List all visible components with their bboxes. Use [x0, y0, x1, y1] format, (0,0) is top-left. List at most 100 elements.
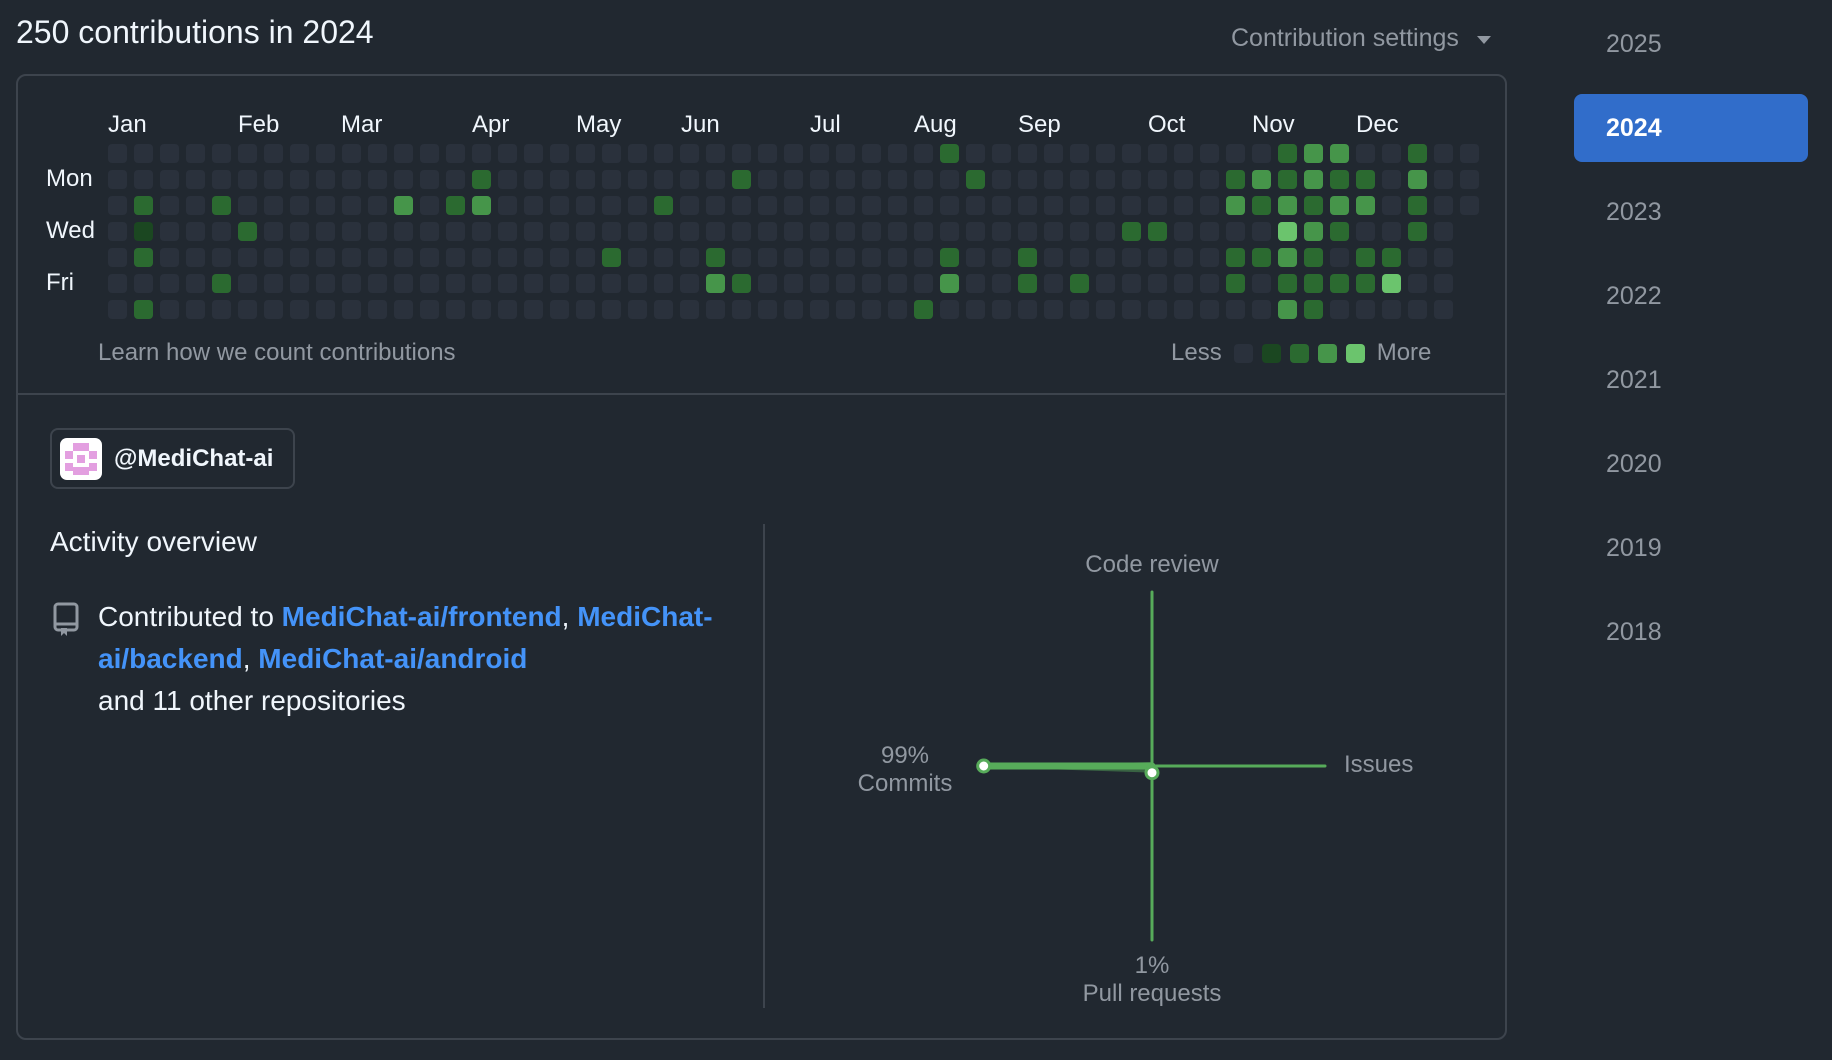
contribution-cell[interactable] [784, 196, 803, 215]
contribution-cell[interactable] [940, 196, 959, 215]
contribution-cell[interactable] [1304, 144, 1323, 163]
contribution-cell[interactable] [368, 144, 387, 163]
contribution-cell[interactable] [290, 222, 309, 241]
contribution-cell[interactable] [862, 274, 881, 293]
year-2024[interactable]: 2024 [1574, 94, 1808, 162]
contribution-cell[interactable] [940, 144, 959, 163]
contribution-cell[interactable] [212, 248, 231, 267]
repo-link-android[interactable]: MediChat-ai/android [258, 643, 528, 674]
contribution-cell[interactable] [732, 170, 751, 189]
contribution-cell[interactable] [966, 274, 985, 293]
contribution-cell[interactable] [1148, 300, 1167, 319]
contribution-cell[interactable] [966, 144, 985, 163]
contribution-cell[interactable] [498, 196, 517, 215]
contribution-cell[interactable] [992, 300, 1011, 319]
contribution-cell[interactable] [966, 300, 985, 319]
contribution-cell[interactable] [1044, 300, 1063, 319]
contribution-cell[interactable] [576, 170, 595, 189]
contribution-cell[interactable] [550, 222, 569, 241]
contribution-cell[interactable] [134, 248, 153, 267]
contribution-cell[interactable] [1096, 170, 1115, 189]
contribution-cell[interactable] [1356, 222, 1375, 241]
contribution-cell[interactable] [888, 170, 907, 189]
contribution-cell[interactable] [186, 144, 205, 163]
contribution-cell[interactable] [394, 222, 413, 241]
contribution-cell[interactable] [212, 300, 231, 319]
contribution-cell[interactable] [1304, 222, 1323, 241]
contribution-cell[interactable] [1122, 196, 1141, 215]
contribution-cell[interactable] [1356, 274, 1375, 293]
contribution-cell[interactable] [654, 248, 673, 267]
contribution-cell[interactable] [1200, 170, 1219, 189]
contribution-cell[interactable] [940, 248, 959, 267]
contribution-cell[interactable] [1148, 248, 1167, 267]
contribution-cell[interactable] [342, 222, 361, 241]
contribution-cell[interactable] [992, 274, 1011, 293]
contribution-cell[interactable] [186, 274, 205, 293]
contribution-cell[interactable] [1200, 222, 1219, 241]
contribution-cell[interactable] [290, 248, 309, 267]
contribution-cell[interactable] [576, 222, 595, 241]
contribution-cell[interactable] [1408, 274, 1427, 293]
contribution-cell[interactable] [1356, 170, 1375, 189]
contribution-cell[interactable] [654, 222, 673, 241]
contribution-cell[interactable] [680, 274, 699, 293]
contribution-cell[interactable] [368, 300, 387, 319]
contribution-cell[interactable] [1226, 274, 1245, 293]
contribution-cell[interactable] [316, 300, 335, 319]
contribution-cell[interactable] [498, 248, 517, 267]
contribution-cell[interactable] [420, 300, 439, 319]
contribution-cell[interactable] [628, 222, 647, 241]
contribution-cell[interactable] [1304, 196, 1323, 215]
contribution-cell[interactable] [1070, 222, 1089, 241]
contribution-cell[interactable] [368, 196, 387, 215]
contribution-cell[interactable] [1330, 144, 1349, 163]
contribution-cell[interactable] [706, 196, 725, 215]
contribution-cell[interactable] [134, 300, 153, 319]
contribution-cell[interactable] [914, 144, 933, 163]
contribution-cell[interactable] [836, 222, 855, 241]
contribution-cell[interactable] [134, 274, 153, 293]
contribution-cell[interactable] [1408, 300, 1427, 319]
contribution-cell[interactable] [810, 248, 829, 267]
contribution-cell[interactable] [810, 196, 829, 215]
contribution-cell[interactable] [238, 248, 257, 267]
contribution-cell[interactable] [758, 274, 777, 293]
contribution-cell[interactable] [758, 196, 777, 215]
contribution-cell[interactable] [420, 170, 439, 189]
contribution-cell[interactable] [472, 196, 491, 215]
contribution-cell[interactable] [420, 274, 439, 293]
contribution-cell[interactable] [680, 170, 699, 189]
contribution-cell[interactable] [238, 300, 257, 319]
contribution-cell[interactable] [1148, 170, 1167, 189]
contribution-cell[interactable] [1148, 222, 1167, 241]
contribution-cell[interactable] [186, 222, 205, 241]
contribution-cell[interactable] [1434, 300, 1453, 319]
contribution-cell[interactable] [186, 300, 205, 319]
contribution-cell[interactable] [316, 248, 335, 267]
contribution-cell[interactable] [1252, 222, 1271, 241]
contribution-cell[interactable] [1174, 144, 1193, 163]
contribution-cell[interactable] [524, 274, 543, 293]
contribution-cell[interactable] [238, 274, 257, 293]
contribution-cell[interactable] [628, 248, 647, 267]
contribution-cell[interactable] [680, 300, 699, 319]
contribution-cell[interactable] [576, 144, 595, 163]
contribution-cell[interactable] [940, 222, 959, 241]
contribution-cell[interactable] [316, 170, 335, 189]
contribution-cell[interactable] [1070, 144, 1089, 163]
contribution-cell[interactable] [316, 274, 335, 293]
contribution-cell[interactable] [862, 300, 881, 319]
contribution-cell[interactable] [680, 196, 699, 215]
contribution-cell[interactable] [1018, 248, 1037, 267]
contribution-cell[interactable] [1434, 222, 1453, 241]
contribution-cell[interactable] [108, 170, 127, 189]
contribution-cell[interactable] [524, 196, 543, 215]
contribution-cell[interactable] [1174, 222, 1193, 241]
contribution-cell[interactable] [888, 274, 907, 293]
contribution-cell[interactable] [1278, 274, 1297, 293]
contribution-cell[interactable] [784, 274, 803, 293]
contribution-cell[interactable] [1278, 170, 1297, 189]
contribution-cell[interactable] [940, 274, 959, 293]
contribution-cell[interactable] [1174, 196, 1193, 215]
